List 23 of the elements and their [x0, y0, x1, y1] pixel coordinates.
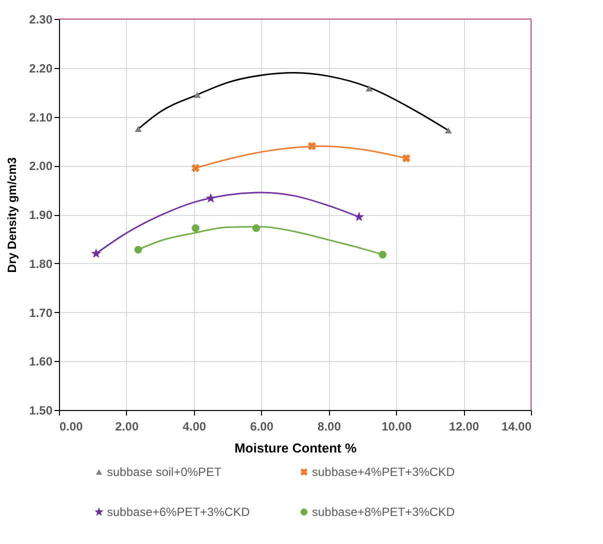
y-tick-label: 1.80: [29, 256, 53, 271]
y-tick-label: 2.30: [29, 12, 53, 26]
x-tick-label: 4.00: [182, 420, 206, 434]
x-tick-label: 2.00: [115, 420, 139, 434]
x-tick-label: 14.00: [501, 420, 532, 434]
x-axis-title: Moisture Content %: [234, 440, 357, 456]
legend-label: subbase+6%PET+3%CKD: [107, 505, 250, 519]
legend-label: subbase+8%PET+3%CKD: [312, 505, 456, 519]
x-tick-label: 6.00: [250, 420, 274, 434]
y-axis-title: Dry Density gm/cm3: [5, 156, 20, 273]
y-tick-label: 1.70: [29, 306, 53, 320]
legend-label: subbase+4%PET+3%CKD: [312, 465, 456, 479]
y-tick-label: 2.20: [29, 61, 53, 76]
x-tick-label: 8.00: [318, 420, 342, 434]
y-tick-label: 2.10: [29, 110, 53, 124]
x-tick-label: 12.00: [449, 420, 480, 434]
y-tick-label: 1.90: [29, 208, 53, 222]
x-tick-label: 0.00: [60, 420, 84, 434]
legend-label: subbase soil+0%PET: [107, 465, 222, 479]
y-tick-label: 1.50: [29, 404, 53, 418]
x-tick-label: 10.00: [382, 420, 412, 434]
y-tick-label: 1.60: [29, 354, 53, 369]
y-tick-label: 2.00: [29, 159, 53, 174]
